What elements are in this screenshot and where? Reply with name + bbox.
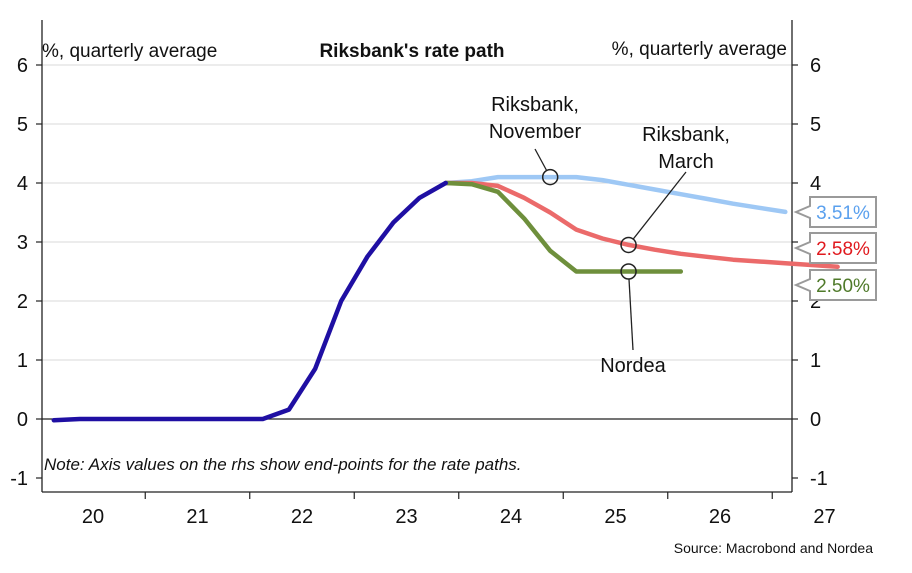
series-lines <box>51 174 840 423</box>
annotation-marker <box>541 168 559 186</box>
y-tick-label: 2 <box>810 291 821 313</box>
annotation-label: Riksbank, <box>491 94 579 116</box>
chart-source: Source: Macrobond and Nordea <box>674 540 873 556</box>
series-line-nordea <box>443 180 684 274</box>
y-tick-label: 5 <box>810 114 821 136</box>
series-line-riksbank-november <box>443 174 788 215</box>
y-tick-label: 1 <box>810 350 821 372</box>
y-tick-label: 4 <box>17 173 28 195</box>
right-axis-unit-label: %, quarterly average <box>612 39 787 60</box>
annotations: Riksbank, November Riksbank, March Nordea <box>489 94 730 377</box>
chart-title: Riksbank's rate path <box>319 41 504 62</box>
y-tick-label: 3 <box>17 232 28 254</box>
y-tick-label: 4 <box>810 173 821 195</box>
annotation-leader <box>628 278 634 351</box>
x-tick-label: 24 <box>500 506 522 528</box>
y-tick-label: -1 <box>10 468 28 490</box>
endpoint-label-text: 2.50% <box>816 276 870 297</box>
annotation-leader <box>632 171 687 240</box>
y-tick-label: 0 <box>810 409 821 431</box>
x-tick-label: 27 <box>813 506 835 528</box>
annotation-label: November <box>489 121 582 143</box>
y-tick-label: 2 <box>17 291 28 313</box>
endpoint-labels: 3.51% 2.58% 2.50% <box>793 196 877 301</box>
x-ticks: 20 21 22 23 24 25 26 27 <box>82 492 836 528</box>
y-tick-label: 6 <box>17 55 28 77</box>
x-tick-label: 25 <box>604 506 626 528</box>
left-y-ticks: -1 0 1 2 3 4 5 6 <box>10 55 42 490</box>
left-axis-unit-label: %, quarterly average <box>42 41 217 62</box>
gridlines <box>42 64 792 361</box>
annotation-label: Nordea <box>600 355 666 377</box>
x-tick-label: 20 <box>82 506 104 528</box>
chart-note: Note: Axis values on the rhs show end-po… <box>44 455 522 474</box>
annotation-leader <box>534 148 548 171</box>
y-tick-label: -1 <box>810 468 828 490</box>
x-tick-label: 26 <box>709 506 731 528</box>
series-line-history <box>51 180 448 423</box>
annotation-label: March <box>658 151 714 173</box>
y-tick-label: 1 <box>17 350 28 372</box>
y-tick-label: 0 <box>17 409 28 431</box>
x-tick-label: 23 <box>395 506 417 528</box>
x-tick-label: 21 <box>186 506 208 528</box>
endpoint-label-text: 3.51% <box>816 203 870 224</box>
x-tick-label: 22 <box>291 506 313 528</box>
y-tick-label: 6 <box>810 55 821 77</box>
annotation-label: Riksbank, <box>642 124 730 146</box>
annotation-marker <box>620 236 637 254</box>
series-line-riksbank-march <box>443 180 840 270</box>
endpoint-label-text: 2.58% <box>816 239 870 260</box>
endpoint-label-box <box>793 196 877 228</box>
annotation-marker <box>620 263 637 280</box>
endpoint-label-box <box>793 269 877 301</box>
y-tick-label: 5 <box>17 114 28 136</box>
endpoint-label-box <box>793 232 877 264</box>
